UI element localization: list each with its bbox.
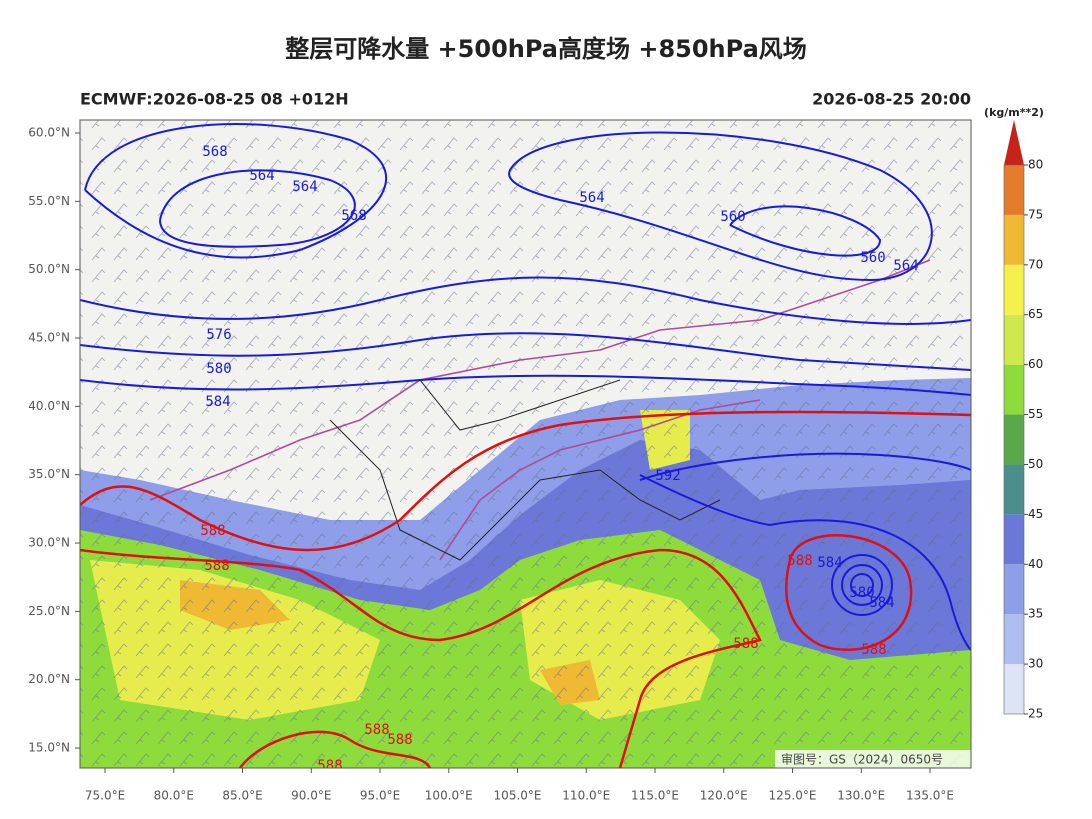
contour-label: 564: [579, 190, 604, 206]
colorbar-frame: [1003, 164, 1025, 715]
valid-time: 2026-08-25 20:00: [812, 90, 971, 109]
x-tick-label: 90.0°E: [291, 789, 331, 803]
colorbar-band: [1004, 564, 1024, 615]
y-tick-label: 20.0°N: [28, 672, 70, 686]
y-tick-label: 30.0°N: [28, 536, 70, 550]
x-tick-label: 120.0°E: [700, 789, 748, 803]
contour-label: 588: [200, 523, 225, 539]
colorbar-tick-label: 30: [1028, 657, 1043, 671]
contour-label: 564: [249, 168, 274, 184]
contour-label: 560: [720, 209, 745, 225]
colorbar-band: [1004, 464, 1024, 515]
contour-label: 568: [202, 144, 227, 160]
y-tick-label: 55.0°N: [28, 194, 70, 208]
contour-label: 588: [733, 636, 758, 652]
x-tick-label: 125.0°E: [769, 789, 817, 803]
contour-label: 564: [893, 258, 918, 274]
y-tick-label: 45.0°N: [28, 331, 70, 345]
contour-label: 580: [206, 361, 231, 377]
colorbar-band: [1004, 364, 1024, 415]
colorbar-tick-label: 45: [1028, 507, 1043, 521]
y-tick-label: 35.0°N: [28, 467, 70, 481]
y-tick-label: 50.0°N: [28, 262, 70, 276]
colorbar-band: [1004, 264, 1024, 315]
colorbar-band: [1004, 514, 1024, 565]
colorbar-tick-label: 55: [1028, 407, 1043, 421]
y-tick-label: 15.0°N: [28, 741, 70, 755]
contour-label: 592: [655, 468, 680, 484]
y-tick-label: 25.0°N: [28, 604, 70, 618]
colorbar-tick-label: 35: [1028, 607, 1043, 621]
height-contours-red: [80, 410, 971, 768]
contour-label: 588: [387, 732, 412, 748]
colorbar-tick-label: 60: [1028, 357, 1043, 371]
x-tick-label: 135.0°E: [906, 789, 954, 803]
contour-label: 564: [292, 179, 317, 195]
border-lines: [149, 259, 931, 561]
colorbar-band: [1004, 614, 1024, 665]
colorbar-over: [1004, 120, 1024, 165]
colorbar-tick-label: 25: [1028, 707, 1043, 721]
contour-label: 580: [849, 585, 874, 601]
colorbar-band: [1004, 165, 1024, 215]
x-tick-label: 110.0°E: [562, 789, 610, 803]
colorbar-tick-label: 70: [1028, 257, 1043, 271]
contour-label: 560: [860, 250, 885, 266]
x-tick-label: 115.0°E: [631, 789, 679, 803]
x-tick-label: 105.0°E: [494, 789, 542, 803]
contour-label: 588: [364, 722, 389, 738]
colorbar-unit: (kg/m**2): [984, 106, 1044, 119]
colorbar-tick-label: 50: [1028, 457, 1043, 471]
x-tick-label: 100.0°E: [425, 789, 473, 803]
colorbar-tick-label: 75: [1028, 207, 1043, 221]
colorbar-tick-label: 80: [1028, 158, 1043, 172]
title: 整层可降水量 +500hPa高度场 +850hPa风场: [285, 35, 807, 63]
watermark: 审图号：GS（2024）0650号: [781, 752, 943, 767]
colorbar-band: [1004, 314, 1024, 365]
colorbar-band: [1004, 214, 1024, 265]
height-contours-blue: [80, 123, 971, 651]
x-tick-label: 95.0°E: [360, 789, 400, 803]
colorbar-tick-label: 40: [1028, 557, 1043, 571]
x-tick-label: 80.0°E: [154, 789, 194, 803]
x-tick-label: 85.0°E: [222, 789, 262, 803]
y-tick-label: 40.0°N: [28, 399, 70, 413]
contour-label: 588: [317, 758, 342, 774]
contour-label: 584: [817, 555, 842, 571]
model-info: ECMWF:2026-08-25 08 +012H: [80, 90, 349, 109]
x-tick-label: 75.0°E: [85, 789, 125, 803]
wind-barbs: [80, 120, 971, 768]
x-tick-label: 130.0°E: [837, 789, 885, 803]
colorbar-band: [1004, 664, 1024, 714]
contour-label: 588: [787, 553, 812, 569]
province-lines: [329, 379, 721, 561]
contour-label: 588: [861, 642, 886, 658]
colorbar-band: [1004, 414, 1024, 465]
watermark-bg: [775, 750, 971, 768]
map-frame: [79, 119, 972, 769]
contour-label: 588: [204, 558, 229, 574]
contour-label: 576: [206, 327, 231, 343]
contour-label: 584: [869, 595, 894, 611]
contour-label: 568: [341, 208, 366, 224]
contour-label: 584: [205, 394, 230, 410]
y-tick-label: 60.0°N: [28, 125, 70, 139]
colorbar-tick-label: 65: [1028, 307, 1043, 321]
